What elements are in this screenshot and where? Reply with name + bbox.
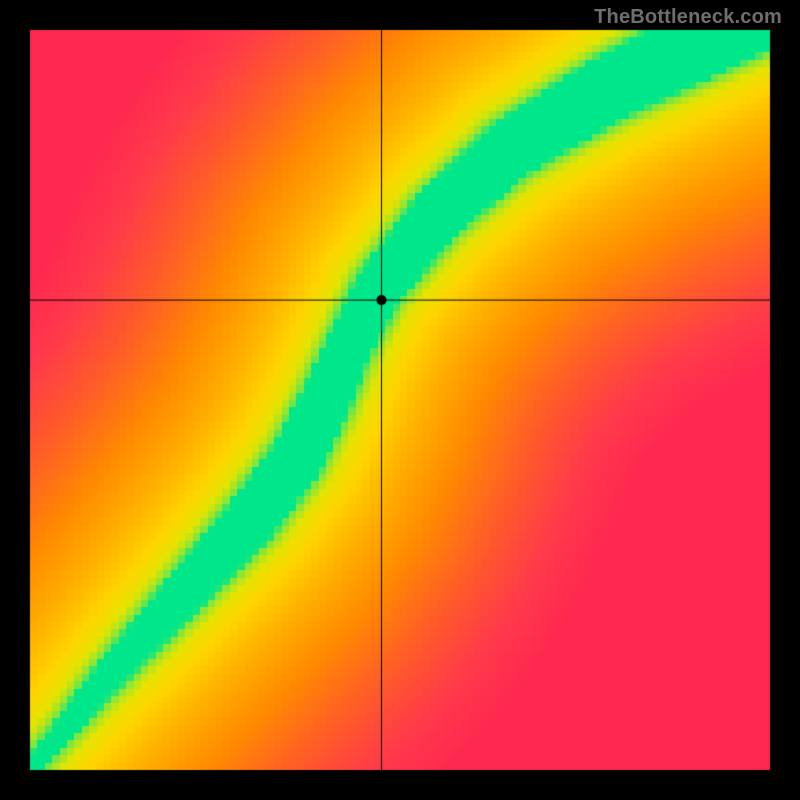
- bottleneck-heatmap: [0, 0, 800, 800]
- chart-container: TheBottleneck.com: [0, 0, 800, 800]
- watermark-label: TheBottleneck.com: [594, 6, 782, 29]
